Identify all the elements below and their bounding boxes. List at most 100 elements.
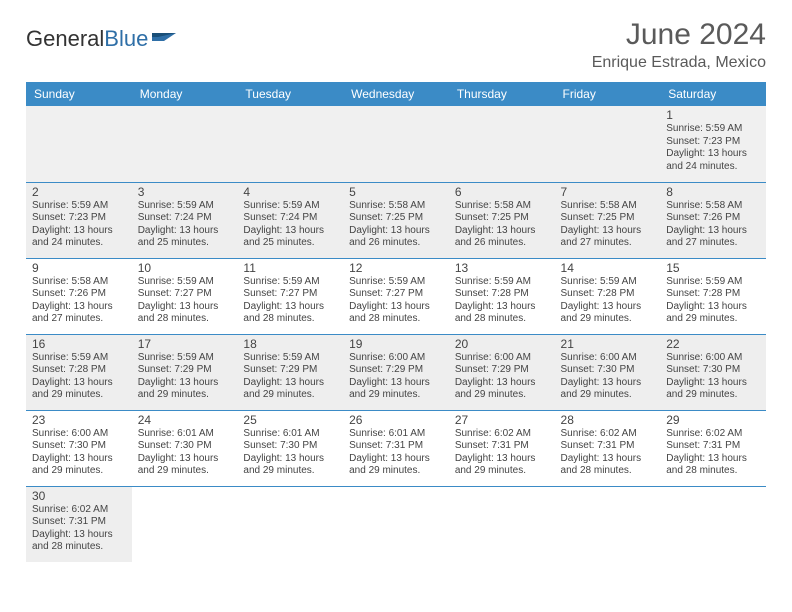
sunrise-text: Sunrise: 6:01 AM bbox=[243, 428, 337, 441]
daylight-text: and 27 minutes. bbox=[561, 237, 655, 250]
day-cell: 24Sunrise: 6:01 AMSunset: 7:30 PMDayligh… bbox=[132, 410, 238, 486]
sunset-text: Sunset: 7:27 PM bbox=[243, 288, 337, 301]
sunrise-text: Sunrise: 5:58 AM bbox=[349, 200, 443, 213]
sunrise-text: Sunrise: 6:02 AM bbox=[561, 428, 655, 441]
sunrise-text: Sunrise: 6:02 AM bbox=[455, 428, 549, 441]
sunset-text: Sunset: 7:31 PM bbox=[455, 440, 549, 453]
daylight-text: Daylight: 13 hours bbox=[666, 377, 760, 390]
day-number: 18 bbox=[243, 337, 337, 351]
day-cell: 11Sunrise: 5:59 AMSunset: 7:27 PMDayligh… bbox=[237, 258, 343, 334]
sunrise-text: Sunrise: 6:00 AM bbox=[455, 352, 549, 365]
day-cell: 7Sunrise: 5:58 AMSunset: 7:25 PMDaylight… bbox=[555, 182, 661, 258]
day-cell: 12Sunrise: 5:59 AMSunset: 7:27 PMDayligh… bbox=[343, 258, 449, 334]
daylight-text: Daylight: 13 hours bbox=[666, 453, 760, 466]
sunset-text: Sunset: 7:31 PM bbox=[561, 440, 655, 453]
calendar-row: 30Sunrise: 6:02 AMSunset: 7:31 PMDayligh… bbox=[26, 486, 766, 562]
calendar-row: 16Sunrise: 5:59 AMSunset: 7:28 PMDayligh… bbox=[26, 334, 766, 410]
day-cell: 6Sunrise: 5:58 AMSunset: 7:25 PMDaylight… bbox=[449, 182, 555, 258]
day-cell: 20Sunrise: 6:00 AMSunset: 7:29 PMDayligh… bbox=[449, 334, 555, 410]
day-header: Saturday bbox=[660, 82, 766, 106]
daylight-text: and 28 minutes. bbox=[138, 313, 232, 326]
sunset-text: Sunset: 7:30 PM bbox=[32, 440, 126, 453]
day-cell: 23Sunrise: 6:00 AMSunset: 7:30 PMDayligh… bbox=[26, 410, 132, 486]
daylight-text: Daylight: 13 hours bbox=[561, 453, 655, 466]
daylight-text: and 28 minutes. bbox=[32, 541, 126, 554]
day-number: 5 bbox=[349, 185, 443, 199]
daylight-text: and 29 minutes. bbox=[455, 389, 549, 402]
sunrise-text: Sunrise: 5:59 AM bbox=[243, 352, 337, 365]
daylight-text: and 29 minutes. bbox=[138, 389, 232, 402]
day-number: 29 bbox=[666, 413, 760, 427]
day-number: 21 bbox=[561, 337, 655, 351]
day-cell: 1Sunrise: 5:59 AMSunset: 7:23 PMDaylight… bbox=[660, 106, 766, 182]
sunset-text: Sunset: 7:29 PM bbox=[243, 364, 337, 377]
day-cell: 5Sunrise: 5:58 AMSunset: 7:25 PMDaylight… bbox=[343, 182, 449, 258]
day-number: 22 bbox=[666, 337, 760, 351]
sunset-text: Sunset: 7:31 PM bbox=[349, 440, 443, 453]
daylight-text: Daylight: 13 hours bbox=[349, 453, 443, 466]
daylight-text: and 29 minutes. bbox=[666, 389, 760, 402]
daylight-text: Daylight: 13 hours bbox=[32, 225, 126, 238]
day-number: 1 bbox=[666, 108, 760, 122]
day-cell: 28Sunrise: 6:02 AMSunset: 7:31 PMDayligh… bbox=[555, 410, 661, 486]
day-number: 23 bbox=[32, 413, 126, 427]
day-number: 20 bbox=[455, 337, 549, 351]
day-cell: 9Sunrise: 5:58 AMSunset: 7:26 PMDaylight… bbox=[26, 258, 132, 334]
sunrise-text: Sunrise: 6:00 AM bbox=[666, 352, 760, 365]
daylight-text: Daylight: 13 hours bbox=[455, 301, 549, 314]
sunrise-text: Sunrise: 5:59 AM bbox=[32, 352, 126, 365]
sunset-text: Sunset: 7:31 PM bbox=[666, 440, 760, 453]
day-header: Thursday bbox=[449, 82, 555, 106]
daylight-text: and 28 minutes. bbox=[455, 313, 549, 326]
daylight-text: Daylight: 13 hours bbox=[455, 453, 549, 466]
calendar-table: Sunday Monday Tuesday Wednesday Thursday… bbox=[26, 82, 766, 562]
sunrise-text: Sunrise: 6:01 AM bbox=[349, 428, 443, 441]
day-cell: 27Sunrise: 6:02 AMSunset: 7:31 PMDayligh… bbox=[449, 410, 555, 486]
daylight-text: and 28 minutes. bbox=[666, 465, 760, 478]
empty-cell bbox=[237, 106, 343, 182]
sunset-text: Sunset: 7:29 PM bbox=[455, 364, 549, 377]
day-header: Tuesday bbox=[237, 82, 343, 106]
daylight-text: Daylight: 13 hours bbox=[455, 225, 549, 238]
sunset-text: Sunset: 7:25 PM bbox=[561, 212, 655, 225]
logo: GeneralBlue bbox=[26, 26, 178, 52]
empty-cell bbox=[237, 486, 343, 562]
sunset-text: Sunset: 7:24 PM bbox=[138, 212, 232, 225]
logo-text-1: General bbox=[26, 26, 104, 52]
daylight-text: Daylight: 13 hours bbox=[243, 301, 337, 314]
daylight-text: Daylight: 13 hours bbox=[455, 377, 549, 390]
sunrise-text: Sunrise: 5:59 AM bbox=[666, 276, 760, 289]
daylight-text: and 25 minutes. bbox=[243, 237, 337, 250]
day-number: 7 bbox=[561, 185, 655, 199]
sunset-text: Sunset: 7:28 PM bbox=[561, 288, 655, 301]
day-number: 11 bbox=[243, 261, 337, 275]
daylight-text: Daylight: 13 hours bbox=[243, 225, 337, 238]
daylight-text: and 28 minutes. bbox=[243, 313, 337, 326]
sunrise-text: Sunrise: 5:58 AM bbox=[32, 276, 126, 289]
daylight-text: and 25 minutes. bbox=[138, 237, 232, 250]
day-cell: 16Sunrise: 5:59 AMSunset: 7:28 PMDayligh… bbox=[26, 334, 132, 410]
sunset-text: Sunset: 7:27 PM bbox=[138, 288, 232, 301]
daylight-text: Daylight: 13 hours bbox=[666, 148, 760, 161]
sunset-text: Sunset: 7:30 PM bbox=[666, 364, 760, 377]
day-cell: 18Sunrise: 5:59 AMSunset: 7:29 PMDayligh… bbox=[237, 334, 343, 410]
sunrise-text: Sunrise: 6:00 AM bbox=[32, 428, 126, 441]
daylight-text: Daylight: 13 hours bbox=[32, 453, 126, 466]
day-number: 28 bbox=[561, 413, 655, 427]
day-cell: 21Sunrise: 6:00 AMSunset: 7:30 PMDayligh… bbox=[555, 334, 661, 410]
daylight-text: and 29 minutes. bbox=[32, 389, 126, 402]
sunset-text: Sunset: 7:26 PM bbox=[666, 212, 760, 225]
daylight-text: and 29 minutes. bbox=[349, 465, 443, 478]
daylight-text: Daylight: 13 hours bbox=[666, 301, 760, 314]
sunrise-text: Sunrise: 5:58 AM bbox=[455, 200, 549, 213]
day-header-row: Sunday Monday Tuesday Wednesday Thursday… bbox=[26, 82, 766, 106]
empty-cell bbox=[132, 106, 238, 182]
day-number: 9 bbox=[32, 261, 126, 275]
daylight-text: and 29 minutes. bbox=[455, 465, 549, 478]
daylight-text: Daylight: 13 hours bbox=[349, 225, 443, 238]
sunset-text: Sunset: 7:31 PM bbox=[32, 516, 126, 529]
day-cell: 26Sunrise: 6:01 AMSunset: 7:31 PMDayligh… bbox=[343, 410, 449, 486]
sunrise-text: Sunrise: 5:59 AM bbox=[138, 276, 232, 289]
empty-cell bbox=[555, 486, 661, 562]
sunrise-text: Sunrise: 5:59 AM bbox=[561, 276, 655, 289]
